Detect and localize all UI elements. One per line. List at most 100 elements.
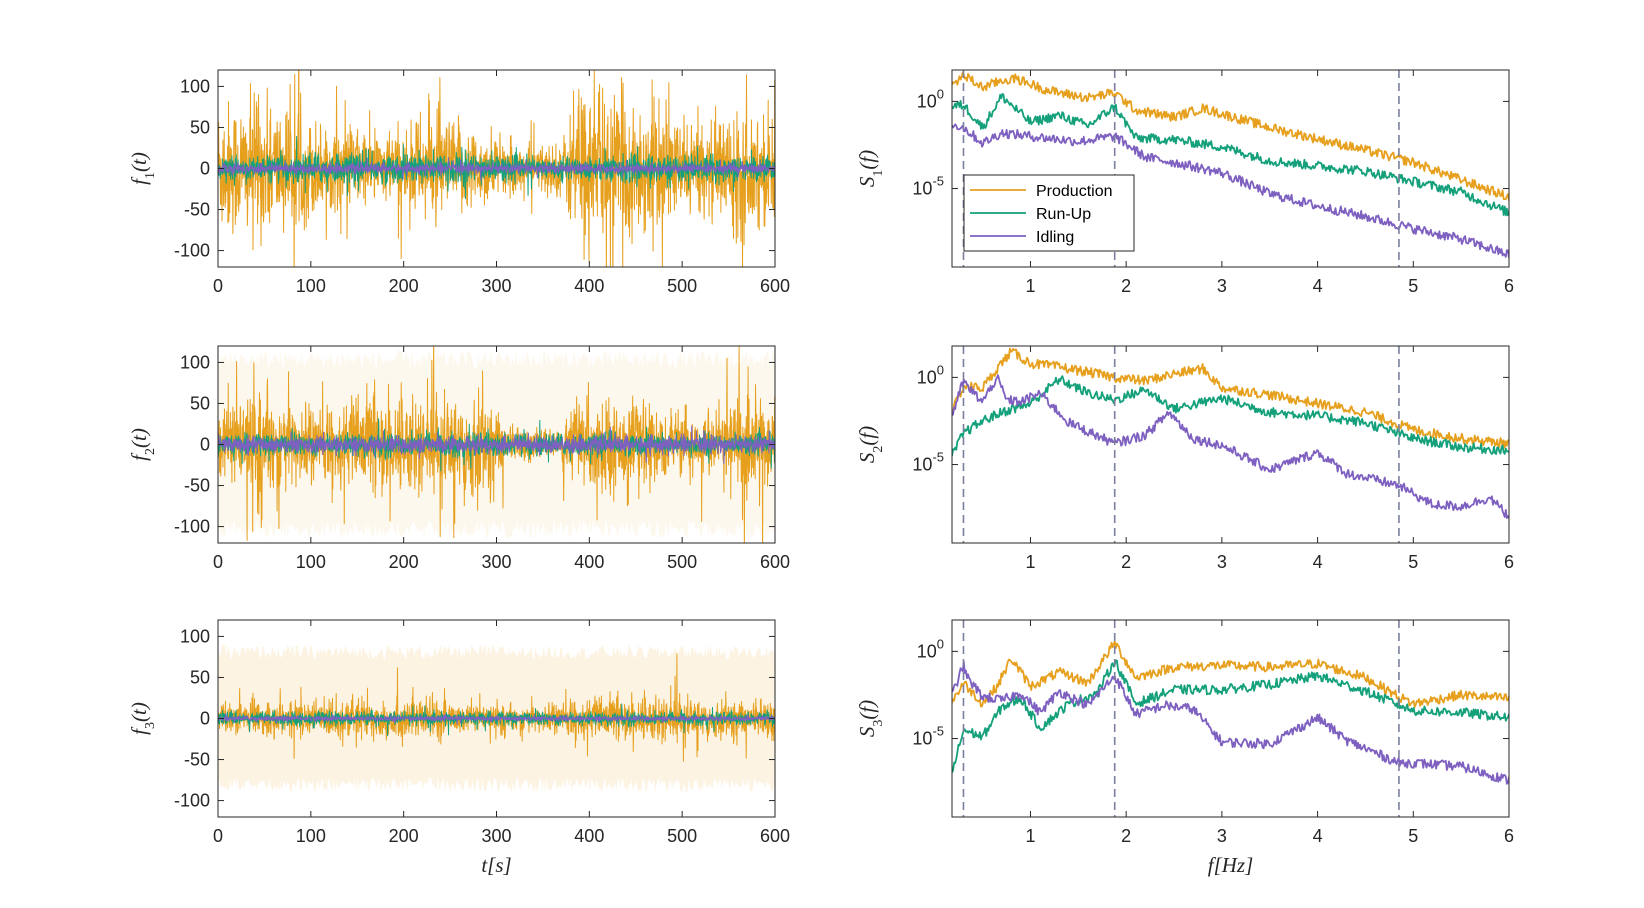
plot-content bbox=[218, 70, 775, 267]
series-production bbox=[952, 347, 1509, 449]
x-tick-label: 300 bbox=[481, 276, 511, 296]
x-tick-label: 3 bbox=[1217, 826, 1227, 846]
x-tick-label: 1 bbox=[1025, 826, 1035, 846]
y-tick-label: 50 bbox=[190, 117, 210, 137]
x-tick-label: 4 bbox=[1313, 552, 1323, 572]
plot-area bbox=[952, 620, 1509, 817]
series-idling bbox=[952, 123, 1509, 258]
plot-area bbox=[952, 346, 1509, 543]
x-tick-label: 5 bbox=[1408, 826, 1418, 846]
x-tick-label: 0 bbox=[213, 826, 223, 846]
x-axis-label: f[Hz] bbox=[1208, 853, 1254, 877]
x-tick-label: 600 bbox=[760, 276, 790, 296]
y-tick-label: 10-5 bbox=[912, 174, 944, 199]
x-axis-label: t[s] bbox=[481, 853, 511, 877]
y-tick-label: 0 bbox=[200, 709, 210, 729]
plot-content bbox=[218, 644, 775, 793]
x-tick-label: 1 bbox=[1025, 276, 1035, 296]
x-tick-label: 100 bbox=[296, 276, 326, 296]
series-idling bbox=[218, 712, 775, 725]
x-tick-label: 500 bbox=[667, 552, 697, 572]
x-tick-label: 4 bbox=[1313, 826, 1323, 846]
x-tick-label: 2 bbox=[1121, 276, 1131, 296]
y-tick-label: -100 bbox=[174, 517, 210, 537]
series-idling bbox=[218, 156, 775, 181]
x-tick-label: 3 bbox=[1217, 276, 1227, 296]
y-tick-label: 50 bbox=[190, 393, 210, 413]
y-tick-label: 10-5 bbox=[912, 724, 944, 749]
y-tick-label: 100 bbox=[917, 362, 944, 387]
axes-box bbox=[951, 69, 1510, 268]
x-tick-label: 400 bbox=[574, 826, 604, 846]
y-tick-label: 10-5 bbox=[912, 450, 944, 475]
x-tick-label: 600 bbox=[760, 552, 790, 572]
y-tick-label: 50 bbox=[190, 667, 210, 687]
x-tick-label: 600 bbox=[760, 826, 790, 846]
series-idling bbox=[952, 660, 1509, 785]
x-tick-label: 2 bbox=[1121, 826, 1131, 846]
y-tick-label: -50 bbox=[184, 476, 210, 496]
axes-box bbox=[951, 619, 1510, 818]
y-axis-label: f3(t) bbox=[127, 702, 158, 735]
x-tick-label: 400 bbox=[574, 552, 604, 572]
x-tick-label: 0 bbox=[213, 276, 223, 296]
y-tick-label: -100 bbox=[174, 241, 210, 261]
y-tick-label: 100 bbox=[180, 626, 210, 646]
y-tick-label: 100 bbox=[180, 76, 210, 96]
y-tick-label: -50 bbox=[184, 200, 210, 220]
y-axis-label: S1(f) bbox=[855, 150, 886, 187]
panel-spectrum-3: 1 2 3 4 5 6 100 10-5 S3(f) f[Hz] bbox=[855, 619, 1514, 877]
x-tick-label: 6 bbox=[1504, 276, 1514, 296]
plot-content bbox=[952, 70, 1509, 267]
series-idling bbox=[218, 425, 775, 465]
y-axis-label: f1(t) bbox=[127, 152, 158, 185]
x-tick-label: 6 bbox=[1504, 552, 1514, 572]
x-tick-label: 1 bbox=[1025, 552, 1035, 572]
panel-spectrum-2: 1 2 3 4 5 6 100 10-5 S2(f) bbox=[855, 345, 1514, 572]
x-tick-label: 200 bbox=[389, 826, 419, 846]
x-tick-label: 500 bbox=[667, 826, 697, 846]
y-tick-label: 100 bbox=[917, 86, 944, 111]
y-tick-label: 100 bbox=[180, 352, 210, 372]
x-tick-label: 5 bbox=[1408, 276, 1418, 296]
y-axis-label: S3(f) bbox=[855, 700, 886, 737]
series-idling bbox=[952, 374, 1509, 520]
x-tick-label: 300 bbox=[481, 552, 511, 572]
legend-label-idling: Idling bbox=[1036, 229, 1074, 246]
plot-content bbox=[218, 346, 775, 543]
legend-label-runup: Run-Up bbox=[1036, 206, 1091, 223]
y-tick-label: -50 bbox=[184, 750, 210, 770]
x-tick-label: 3 bbox=[1217, 552, 1227, 572]
x-tick-label: 500 bbox=[667, 276, 697, 296]
x-tick-label: 5 bbox=[1408, 552, 1418, 572]
y-tick-label: 0 bbox=[200, 159, 210, 179]
legend-label-production: Production bbox=[1036, 183, 1113, 200]
x-tick-label: 0 bbox=[213, 552, 223, 572]
x-tick-label: 200 bbox=[389, 552, 419, 572]
y-tick-label: -100 bbox=[174, 791, 210, 811]
y-axis-label: f2(t) bbox=[127, 428, 158, 461]
x-tick-label: 200 bbox=[389, 276, 419, 296]
axes-box bbox=[951, 345, 1510, 544]
series-runup bbox=[952, 93, 1509, 217]
series-production bbox=[952, 71, 1509, 201]
legend: Production Run-Up Idling bbox=[963, 174, 1135, 252]
series-production bbox=[952, 640, 1509, 708]
x-tick-label: 100 bbox=[296, 826, 326, 846]
y-tick-label: 100 bbox=[917, 636, 944, 661]
panel-spectrum-1: 1 2 3 4 5 6 100 10-5 S1(f) Production Run-Up Idling bbox=[855, 69, 1514, 296]
x-tick-label: 2 bbox=[1121, 552, 1131, 572]
y-tick-label: 0 bbox=[200, 435, 210, 455]
x-tick-label: 400 bbox=[574, 276, 604, 296]
x-tick-label: 100 bbox=[296, 552, 326, 572]
panel-time-3: 0 100 200 300 400 500 600100500-50-100f3(t)t[s… bbox=[127, 619, 790, 877]
x-tick-label: 6 bbox=[1504, 826, 1514, 846]
plot-content bbox=[952, 620, 1509, 817]
x-tick-label: 4 bbox=[1313, 276, 1323, 296]
y-axis-label: S2(f) bbox=[855, 426, 886, 463]
x-tick-label: 300 bbox=[481, 826, 511, 846]
series-runup bbox=[952, 659, 1509, 774]
